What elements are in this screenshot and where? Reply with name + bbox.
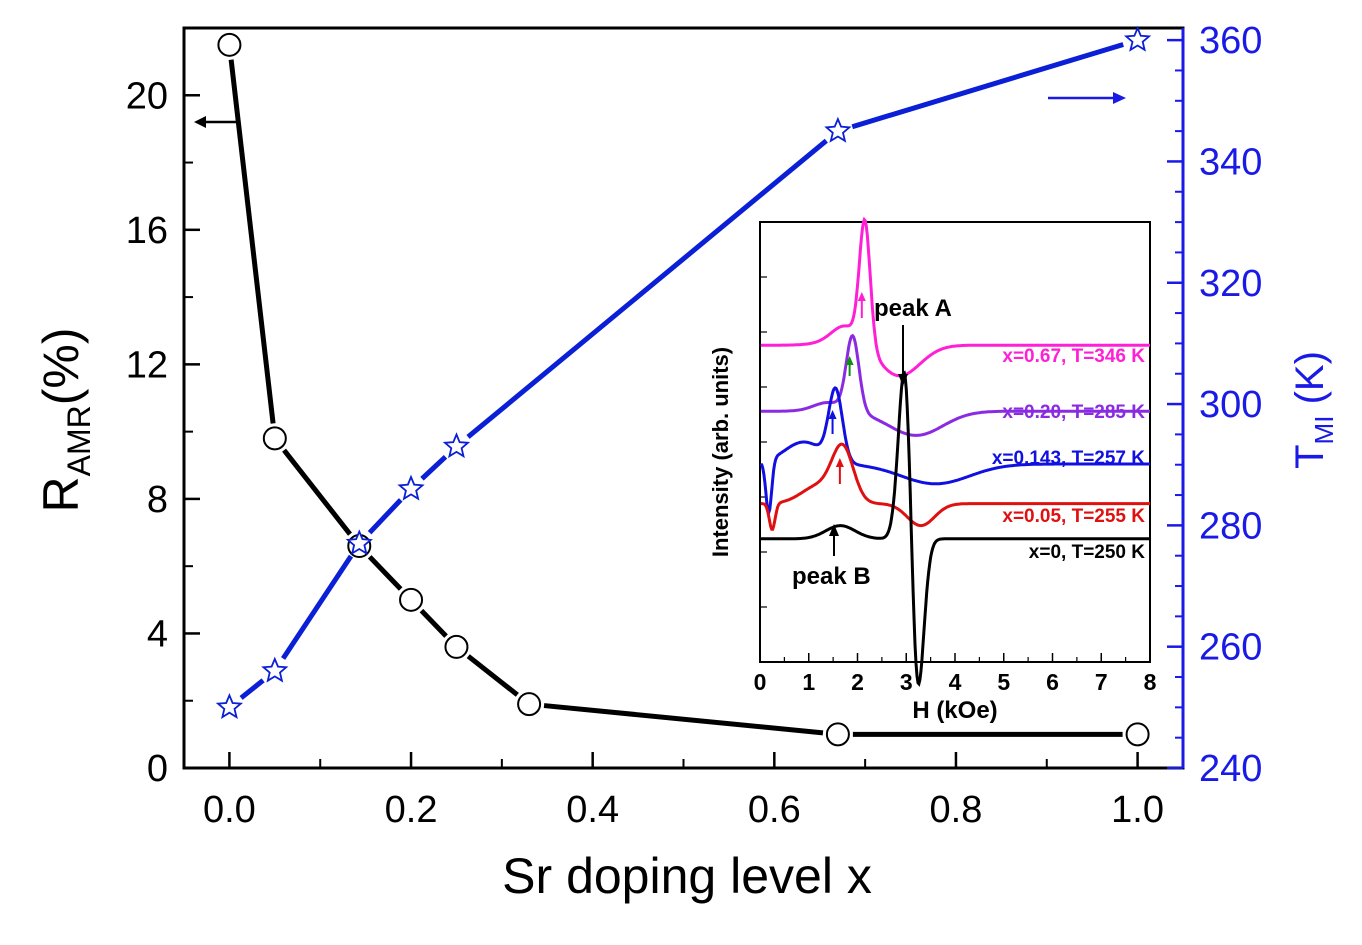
amr-line-segment bbox=[282, 448, 352, 536]
inset-frame bbox=[759, 221, 1151, 663]
y-left-label-sub: AMR bbox=[61, 405, 97, 476]
tmi-star-point bbox=[824, 116, 852, 143]
y-right-label-main: T bbox=[1288, 444, 1332, 468]
amr-circle-point bbox=[1125, 722, 1150, 747]
y-right-tick-label: 240 bbox=[1199, 748, 1262, 790]
amr-circle-point bbox=[217, 32, 242, 57]
left-arrow-indicator bbox=[194, 116, 238, 128]
y-right-tick-label: 280 bbox=[1199, 505, 1262, 547]
x-tick-label: 0.6 bbox=[748, 789, 801, 831]
tmi-line-segment bbox=[420, 454, 448, 481]
inset-y-label: Intensity (arb. units) bbox=[708, 347, 733, 557]
amr-circle-point bbox=[399, 587, 424, 612]
y-axis-right-label: TMI (K) bbox=[1288, 351, 1339, 469]
inset-peak-arrowhead bbox=[857, 292, 866, 301]
inset-curve bbox=[761, 370, 1150, 687]
x-tick-label: 1.0 bbox=[1111, 789, 1164, 831]
tmi-line-segment bbox=[466, 138, 828, 439]
x-axis-label: Sr doping level x bbox=[502, 848, 872, 904]
inset-curve bbox=[761, 442, 1150, 531]
y-right-tick-label: 360 bbox=[1199, 20, 1262, 62]
tmi-star-point bbox=[345, 529, 373, 556]
inset-x-tick-label: 0 bbox=[754, 669, 767, 695]
y-right-label-sub: MI bbox=[1309, 416, 1339, 445]
inset-curve bbox=[761, 216, 1150, 378]
y-left-tick-label: 0 bbox=[147, 748, 168, 790]
inset-x-axis: 0 1 2 3 4 5 6 7 8 bbox=[754, 276, 1157, 695]
y-right-tick-label: 260 bbox=[1199, 627, 1262, 669]
y-left-tick-label: 8 bbox=[147, 479, 168, 521]
y-left-tick-label: 4 bbox=[147, 613, 168, 655]
y-left-tick-label: 12 bbox=[126, 344, 168, 386]
tmi-line-segment bbox=[851, 42, 1124, 130]
arrow-peak-b bbox=[829, 524, 839, 556]
tmi-star-point bbox=[261, 656, 289, 683]
inset-series-labels: x=0.67, T=346 K x=0.20, T=285 K x=0.143, T… bbox=[992, 346, 1145, 563]
amr-line-segment bbox=[419, 608, 448, 638]
amr-circle-point bbox=[444, 634, 469, 659]
inset-x-label: H (kOe) bbox=[912, 697, 997, 724]
amr-circle-point bbox=[517, 692, 542, 717]
tmi-star-point bbox=[215, 692, 244, 720]
inset-peak-arrowhead bbox=[828, 410, 837, 419]
y-left-label-main: R bbox=[33, 476, 89, 512]
inset-x-tick-label: 8 bbox=[1144, 669, 1157, 695]
annotation-peak-b: peak B bbox=[792, 563, 871, 590]
inset-curve bbox=[761, 333, 1150, 437]
inset-curves bbox=[759, 216, 1150, 687]
right-arrow-indicator bbox=[1048, 92, 1126, 104]
inset-x-tick-label: 6 bbox=[1046, 669, 1059, 695]
annotation-peak-a: peak A bbox=[874, 295, 952, 322]
series-tmi bbox=[215, 25, 1152, 720]
tmi-line-segment bbox=[239, 678, 265, 700]
y-right-tick-label: 340 bbox=[1199, 141, 1262, 183]
x-axis: 0.0 0.2 0.4 0.6 0.8 1.0 bbox=[203, 752, 1164, 831]
inset-x-tick-label: 1 bbox=[802, 669, 815, 695]
x-tick-label: 0.8 bbox=[930, 789, 983, 831]
inset-peak-arrowhead bbox=[835, 458, 844, 467]
amr-line-segment bbox=[228, 59, 276, 424]
amr-circle-point bbox=[825, 722, 850, 747]
right-axis: 240 260 280 300 320 340 360 bbox=[1167, 20, 1262, 790]
tmi-line-segment bbox=[367, 498, 403, 535]
x-tick-label: 0.2 bbox=[385, 789, 438, 831]
y-right-label-tail: (K) bbox=[1288, 351, 1332, 415]
y-left-tick-label: 20 bbox=[126, 75, 168, 117]
amr-circle-point bbox=[262, 426, 287, 451]
series-amr bbox=[217, 32, 1150, 747]
inset-series-label: x=0, T=250 K bbox=[1029, 542, 1145, 563]
inset-peak-arrowhead bbox=[845, 356, 854, 365]
inset-x-tick-label: 7 bbox=[1095, 669, 1108, 695]
y-right-tick-label: 320 bbox=[1199, 263, 1262, 305]
tmi-star-point bbox=[442, 432, 471, 459]
inset-series-label: x=0.05, T=255 K bbox=[1002, 506, 1145, 527]
inset-peak-arrows bbox=[828, 292, 866, 484]
inset-x-tick-label: 3 bbox=[900, 669, 913, 695]
inset-x-tick-label: 5 bbox=[997, 669, 1010, 695]
inset-series-label: x=0.67, T=346 K bbox=[1002, 346, 1145, 367]
inset-x-tick-label: 2 bbox=[851, 669, 864, 695]
inset-series-label: x=0.20, T=285 K bbox=[1002, 402, 1145, 423]
tmi-star-point bbox=[1123, 25, 1152, 52]
y-right-tick-label: 300 bbox=[1199, 384, 1262, 426]
amr-line-segment bbox=[466, 654, 519, 697]
inset-x-tick-label: 4 bbox=[949, 669, 962, 695]
x-tick-label: 0.4 bbox=[566, 789, 619, 831]
amr-line-segment bbox=[543, 703, 824, 736]
amr-line-segment bbox=[367, 555, 403, 591]
inset-series-label: x=0.143, T=257 K bbox=[992, 448, 1145, 469]
inset-plot: 0 1 2 3 4 5 6 7 8 x=0.67, T=346 K x=0.20, T=285 K… bbox=[708, 216, 1157, 724]
y-left-label-tail: (%) bbox=[33, 328, 89, 406]
tmi-star-point bbox=[397, 474, 425, 501]
tmi-line-segment bbox=[281, 554, 354, 660]
left-axis: 0 4 8 12 16 20 bbox=[126, 75, 200, 790]
x-tick-label: 0.0 bbox=[203, 789, 256, 831]
y-axis-left-label: RAMR(%) bbox=[33, 328, 97, 513]
y-left-tick-label: 16 bbox=[126, 210, 168, 252]
inset-curve bbox=[759, 386, 1150, 517]
arrow-peak-a bbox=[898, 325, 908, 386]
